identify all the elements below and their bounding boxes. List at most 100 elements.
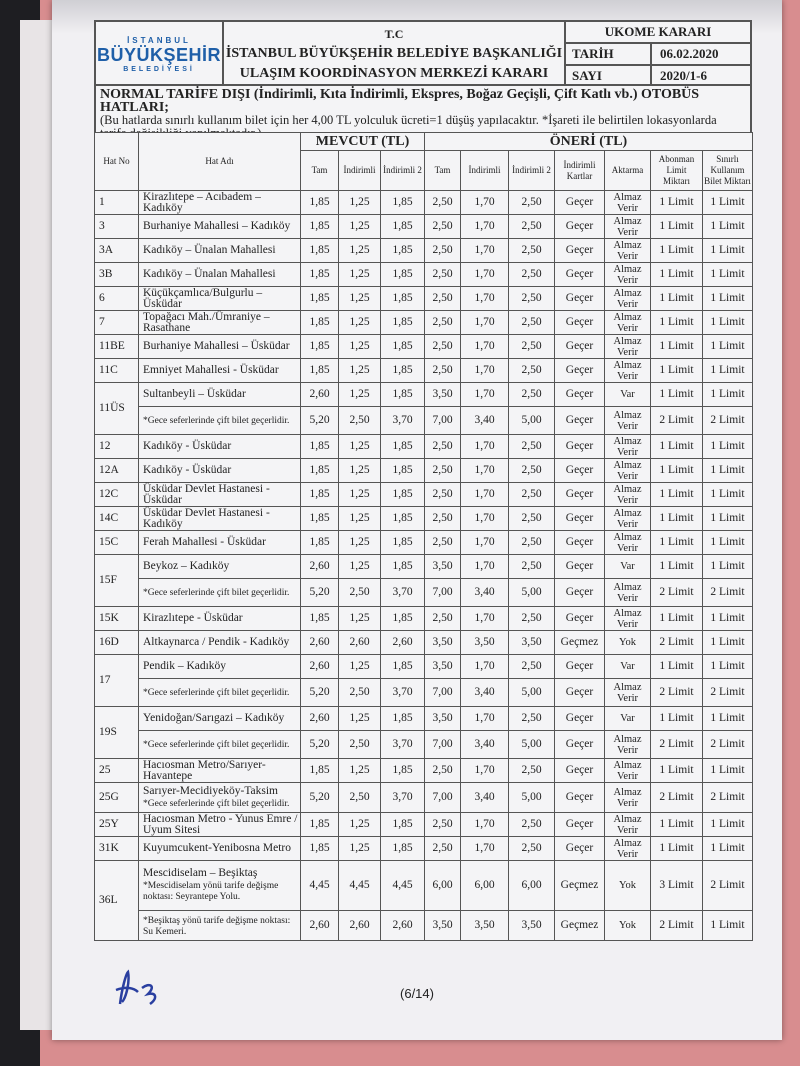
current-tam: 2,60: [300, 654, 339, 679]
table-row: 11ÜS Sultanbeyli – Üsküdar 2,60 1,25 1,85 3,5…: [94, 382, 754, 435]
proposed-indirimli: 1,70: [460, 706, 509, 731]
col-header-hat-adi: Hat Adı: [138, 132, 301, 191]
hat-name: Sarıyer-Mecidiyeköy-Taksim *Gece seferler…: [138, 782, 301, 813]
hat-no: 15C: [94, 530, 139, 555]
indirimli-kartlar: Geçer: [554, 382, 605, 407]
signature: [115, 969, 157, 1005]
table-row: 3B Kadıköy – Ünalan Mahallesi 1,85 1,25 1,85…: [94, 262, 754, 287]
proposed-tam: 2,50: [424, 434, 461, 459]
sinirli-kullanim: 1 Limit: [701, 530, 754, 555]
current-tam: 1,85: [300, 836, 339, 861]
indirimli-kartlar: Geçmez: [554, 860, 605, 911]
hat-no: 12A: [94, 458, 139, 483]
aktarma: Var: [604, 654, 651, 679]
route-name: Üsküdar Devlet Hastanesi - Kadıköy: [143, 506, 270, 530]
abonman-limit: 1 Limit: [650, 286, 703, 311]
sinirli-kullanim: 2 Limit: [701, 578, 754, 607]
indirimli-kartlar: Geçer: [554, 214, 605, 239]
aktarma: Almaz Verir: [604, 506, 651, 531]
table-row: *Beşiktaş yönü tarife değişme noktası: S…: [95, 910, 754, 941]
abonman-limit: 1 Limit: [650, 606, 703, 631]
hat-name: Burhaniye Mahallesi – Üsküdar: [138, 334, 301, 359]
current-indirimli: 1,25: [338, 458, 381, 483]
table-row: 11C Emniyet Mahallesi - Üsküdar 1,85 1,25 1,…: [94, 358, 754, 383]
sinirli-kullanim: 1 Limit: [701, 758, 754, 783]
current-tam: 1,85: [300, 812, 339, 837]
table-row: 3A Kadıköy – Ünalan Mahallesi 1,85 1,25 1,85…: [94, 238, 754, 263]
current-indirimli-2: 1,85: [380, 238, 425, 263]
hat-name: Üsküdar Devlet Hastanesi - Üsküdar: [138, 482, 301, 507]
current-tam: 1,85: [300, 286, 339, 311]
route-name: Üsküdar Devlet Hastanesi - Üsküdar: [143, 482, 270, 506]
proposed-indirimli-2: 5,00: [508, 678, 555, 707]
abonman-limit: 1 Limit: [650, 238, 703, 263]
route-note: *Mescidiselam yönü tarife değişme noktas…: [143, 881, 279, 902]
proposed-indirimli-2: 5,00: [508, 730, 555, 759]
hat-name: Mescidiselam – Beşiktaş *Mescidiselam yön…: [138, 860, 301, 911]
proposed-indirimli: 1,70: [460, 458, 509, 483]
col-header-hat-no: Hat No: [94, 132, 139, 191]
header-title-2: ULAŞIM KOORDİNASYON MERKEZİ KARARI: [239, 66, 549, 81]
hat-no: 14C: [94, 506, 139, 531]
group-header-current: MEVCUT (TL): [300, 132, 425, 151]
table-row: 14C Üsküdar Devlet Hastanesi - Kadıköy 1,8…: [94, 506, 754, 531]
hat-name: Üsküdar Devlet Hastanesi - Kadıköy: [138, 506, 301, 531]
indirimli-kartlar: Geçer: [554, 286, 605, 311]
indirimli-kartlar: Geçer: [554, 482, 605, 507]
current-indirimli-2: 2,60: [380, 910, 425, 941]
current-tam: 5,20: [300, 730, 339, 759]
abonman-limit: 2 Limit: [650, 406, 703, 435]
proposed-tam: 2,50: [424, 812, 461, 837]
current-indirimli-2: 1,85: [380, 812, 425, 837]
current-indirimli-2: 3,70: [380, 578, 425, 607]
proposed-indirimli: 1,70: [460, 286, 509, 311]
current-indirimli: 1,25: [338, 836, 381, 861]
sinirli-kullanim: 1 Limit: [701, 214, 754, 239]
sinirli-kullanim: 1 Limit: [701, 262, 754, 287]
proposed-tam: 2,50: [424, 530, 461, 555]
current-indirimli-2: 1,85: [380, 358, 425, 383]
current-indirimli-2: 1,85: [380, 758, 425, 783]
indirimli-kartlar: Geçmez: [554, 910, 605, 941]
route-name: Hacıosman Metro - Yunus Emre / Uyum Site…: [143, 812, 298, 836]
sinirli-kullanim: 1 Limit: [701, 458, 754, 483]
aktarma: Var: [604, 554, 651, 579]
route-name: Emniyet Mahallesi - Üsküdar: [143, 364, 279, 376]
abonman-limit: 1 Limit: [650, 482, 703, 507]
number-label: SAYI: [566, 66, 652, 86]
proposed-tam: 2,50: [424, 286, 461, 311]
document-header: İSTANBUL BÜYÜKŞEHİR BELEDİYESİ T.C İSTAN…: [94, 20, 752, 88]
proposed-tam: 3,50: [424, 654, 461, 679]
table-row: 19S Yenidoğan/Sarıgazi – Kadıköy 2,60 1,25 1…: [94, 706, 754, 759]
col-header: İndirimli: [460, 150, 509, 191]
col-header: İndirimli: [338, 150, 381, 191]
proposed-indirimli: 1,70: [460, 190, 509, 215]
hat-no: 19S: [94, 706, 139, 759]
sinirli-kullanim: 1 Limit: [701, 606, 754, 631]
proposed-indirimli-2: 6,00: [508, 860, 555, 911]
indirimli-kartlar: Geçer: [554, 334, 605, 359]
proposed-indirimli: 1,70: [460, 434, 509, 459]
current-tam: 1,85: [300, 758, 339, 783]
indirimli-kartlar: Geçer: [554, 706, 605, 731]
aktarma: Yok: [604, 910, 651, 941]
current-indirimli: 2,50: [338, 782, 381, 813]
current-tam: 5,20: [300, 678, 339, 707]
abonman-limit: 1 Limit: [650, 654, 703, 679]
current-tam: 2,60: [300, 706, 339, 731]
date-label: TARİH: [566, 44, 652, 64]
proposed-indirimli-2: 2,50: [508, 310, 555, 335]
hat-no: 25Y: [94, 812, 139, 837]
proposed-tam: 7,00: [424, 678, 461, 707]
aktarma: Almaz Verir: [604, 286, 651, 311]
abonman-limit: 1 Limit: [650, 836, 703, 861]
aktarma: Yok: [604, 860, 651, 911]
sinirli-kullanim: 1 Limit: [701, 482, 754, 507]
current-indirimli: 2,50: [338, 730, 381, 759]
current-indirimli: 1,25: [338, 190, 381, 215]
decision-type: UKOME KARARI: [566, 22, 750, 44]
table-row: *Gece seferlerinde çift bilet geçerlidir…: [95, 578, 754, 607]
route-note: *Gece seferlerinde çift bilet geçerlidir…: [143, 798, 290, 809]
hat-name: *Beşiktaş yönü tarife değişme noktası: S…: [138, 910, 301, 941]
proposed-tam: 2,50: [424, 358, 461, 383]
